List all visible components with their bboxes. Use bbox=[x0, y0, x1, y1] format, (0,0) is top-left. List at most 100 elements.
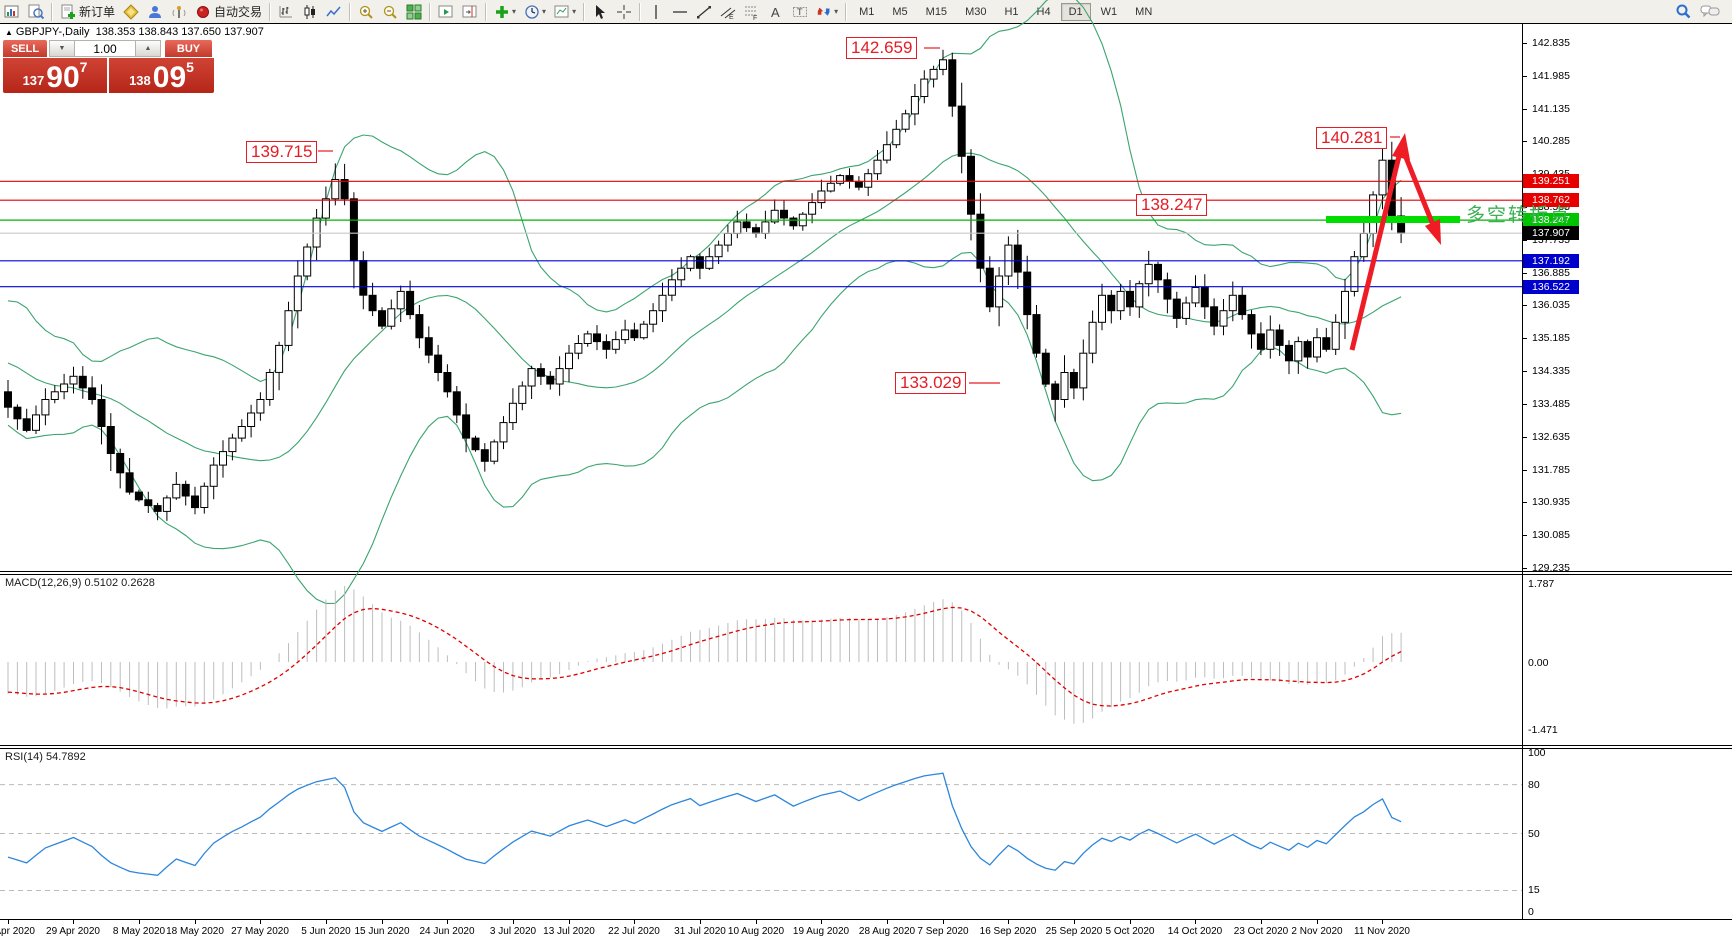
hline-price-tag: 138.247 bbox=[1523, 213, 1579, 227]
volume-increase-button[interactable]: ▲ bbox=[135, 40, 161, 57]
timeframe-h1[interactable]: H1 bbox=[1004, 5, 1019, 18]
svg-text:T: T bbox=[797, 7, 803, 17]
cursor-button[interactable] bbox=[589, 2, 611, 22]
equidistant-channel-button[interactable]: E bbox=[717, 2, 739, 22]
periods-dropdown-arrow[interactable]: ▾ bbox=[542, 7, 547, 16]
timeframe-h4[interactable]: H4 bbox=[1036, 5, 1051, 18]
indicators-button[interactable]: ▾ bbox=[491, 2, 519, 22]
new-chart-button[interactable] bbox=[1, 2, 23, 22]
trendline-button[interactable] bbox=[693, 2, 715, 22]
zoom-out-icon bbox=[382, 4, 398, 20]
time-axis-label[interactable]: 8 May 2020 bbox=[112, 926, 166, 937]
zoom-in-button[interactable] bbox=[355, 2, 377, 22]
templates-dropdown-arrow[interactable]: ▾ bbox=[572, 7, 577, 16]
bars-chart-button[interactable] bbox=[275, 2, 297, 22]
time-axis-tick bbox=[943, 920, 944, 924]
timeframe-m30[interactable]: M30 bbox=[965, 5, 987, 18]
zoom-out-button[interactable] bbox=[379, 2, 401, 22]
price-axis-tick bbox=[1522, 470, 1527, 471]
rsi-splitter-a[interactable] bbox=[0, 745, 1732, 746]
price-axis-label: 134.335 bbox=[1532, 365, 1570, 377]
time-axis-label[interactable]: 28 Aug 2020 bbox=[858, 926, 916, 937]
time-axis-label[interactable]: 16 Sep 2020 bbox=[979, 926, 1037, 937]
macd-axis-label: 0.00 bbox=[1528, 657, 1549, 669]
periods-button[interactable]: ▾ bbox=[521, 2, 549, 22]
volume-input[interactable] bbox=[75, 40, 135, 57]
time-axis-label[interactable]: 20 Apr 2020 bbox=[0, 926, 35, 937]
sell-price[interactable]: 137 90 7 bbox=[3, 58, 107, 93]
templates-button[interactable]: ▾ bbox=[551, 2, 579, 22]
arrows-dropdown-arrow[interactable]: ▾ bbox=[834, 7, 839, 16]
buy-price[interactable]: 138 09 5 bbox=[109, 58, 214, 93]
line-chart-button[interactable] bbox=[323, 2, 345, 22]
price-axis-label: 131.785 bbox=[1532, 464, 1570, 476]
price-callout-label[interactable]: 138.247 bbox=[1136, 194, 1208, 216]
search-icon bbox=[1674, 3, 1692, 21]
volume-decrease-button[interactable]: ▼ bbox=[49, 40, 75, 57]
time-axis-label[interactable]: 25 Sep 2020 bbox=[1045, 926, 1103, 937]
tile-windows-button[interactable] bbox=[403, 2, 425, 22]
time-axis-label[interactable]: 18 May 2020 bbox=[166, 926, 224, 937]
price-callout-label[interactable]: 140.281 bbox=[1316, 127, 1388, 149]
timeframe-mn[interactable]: MN bbox=[1135, 5, 1153, 18]
price-callout-label[interactable]: 139.715 bbox=[246, 141, 318, 163]
candles-chart-button[interactable] bbox=[299, 2, 321, 22]
chart-preview-button[interactable] bbox=[25, 2, 47, 22]
time-axis-label[interactable]: 29 Apr 2020 bbox=[46, 926, 100, 937]
contacts-button[interactable] bbox=[144, 2, 166, 22]
time-axis-label[interactable]: 3 Jul 2020 bbox=[489, 926, 537, 937]
macd-splitter-b bbox=[0, 574, 1732, 575]
time-axis-label[interactable]: 5 Jun 2020 bbox=[301, 926, 351, 937]
horizontal-line-button[interactable] bbox=[669, 2, 691, 22]
price-callout-label[interactable]: 142.659 bbox=[846, 37, 918, 59]
buy-button[interactable]: BUY bbox=[165, 40, 212, 57]
time-axis-label[interactable]: 5 Oct 2020 bbox=[1105, 926, 1155, 937]
time-axis-label[interactable]: 15 Jun 2020 bbox=[354, 926, 410, 937]
timeframe-w1[interactable]: W1 bbox=[1100, 5, 1118, 18]
fibonacci-button[interactable]: F bbox=[741, 2, 763, 22]
vertical-line-button[interactable] bbox=[645, 2, 667, 22]
timeframe-m15[interactable]: M15 bbox=[925, 5, 948, 18]
text-label-button[interactable]: T bbox=[789, 2, 811, 22]
auto-scroll-button[interactable] bbox=[435, 2, 457, 22]
time-axis-label[interactable]: 10 Aug 2020 bbox=[727, 926, 785, 937]
time-axis-label[interactable]: 13 Jul 2020 bbox=[543, 926, 595, 937]
timeframe-m5[interactable]: M5 bbox=[892, 5, 908, 18]
time-axis-label[interactable]: 31 Jul 2020 bbox=[674, 926, 726, 937]
indicators-dropdown-arrow[interactable]: ▾ bbox=[512, 7, 517, 16]
autotrading-button[interactable]: 自动交易 bbox=[192, 2, 265, 22]
hline-price-tag: 136.522 bbox=[1523, 280, 1579, 294]
chat-button[interactable] bbox=[1697, 2, 1723, 22]
arrows-button[interactable]: ▾ bbox=[813, 2, 841, 22]
time-axis-label[interactable]: 22 Jul 2020 bbox=[608, 926, 660, 937]
toolbar-group-0 bbox=[0, 1, 48, 23]
time-axis-tick bbox=[8, 920, 9, 924]
time-axis-label[interactable]: 11 Nov 2020 bbox=[1354, 926, 1410, 937]
time-axis-label[interactable]: 19 Aug 2020 bbox=[792, 926, 850, 937]
search-button[interactable] bbox=[1671, 2, 1695, 22]
metaeditor-button[interactable] bbox=[120, 2, 142, 22]
time-axis-label[interactable]: 24 Jun 2020 bbox=[419, 926, 475, 937]
time-axis-label[interactable]: 2 Nov 2020 bbox=[1291, 926, 1343, 937]
sell-price-pips: 90 bbox=[46, 61, 80, 94]
macd-splitter-a[interactable] bbox=[0, 571, 1732, 572]
axis-separator[interactable] bbox=[1522, 23, 1523, 919]
window-menu-marker[interactable]: ▲ bbox=[5, 28, 13, 37]
time-axis-label[interactable]: 7 Sep 2020 bbox=[917, 926, 969, 937]
text-button[interactable]: A bbox=[765, 2, 787, 22]
chart-shift-button[interactable] bbox=[459, 2, 481, 22]
new-order-button[interactable]: 新订单 bbox=[57, 2, 118, 22]
price-callout-label[interactable]: 133.029 bbox=[895, 372, 967, 394]
timeframe-m1[interactable]: M1 bbox=[859, 5, 875, 18]
crosshair-button[interactable] bbox=[613, 2, 635, 22]
price-axis-label: 141.135 bbox=[1532, 103, 1570, 115]
time-axis-label[interactable]: 27 May 2020 bbox=[231, 926, 289, 937]
time-axis-label[interactable]: 23 Oct 2020 bbox=[1233, 926, 1289, 937]
horizontal-line-icon bbox=[672, 4, 688, 20]
time-axis-label[interactable]: 14 Oct 2020 bbox=[1167, 926, 1223, 937]
sell-button[interactable]: SELL bbox=[3, 40, 47, 57]
signals-button[interactable] bbox=[168, 2, 190, 22]
note-annotation[interactable]: 多空转折点 bbox=[1466, 205, 1572, 226]
contacts-icon bbox=[147, 4, 163, 20]
